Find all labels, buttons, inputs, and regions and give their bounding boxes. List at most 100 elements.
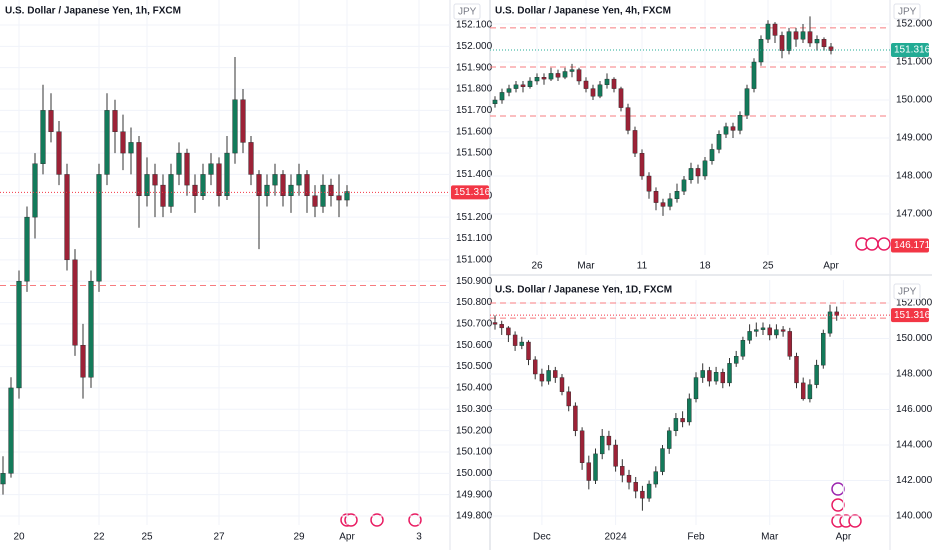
candle-body xyxy=(814,39,820,44)
candle-body xyxy=(0,473,6,485)
candle-body xyxy=(48,110,54,132)
currency-box xyxy=(453,3,481,20)
candle-body xyxy=(280,174,286,196)
candle-body xyxy=(104,110,110,175)
candle-body xyxy=(680,418,685,423)
candle-body xyxy=(646,175,652,192)
y-tick-label: 152.000 xyxy=(456,41,493,52)
y-tick-label: 151.000 xyxy=(456,254,493,265)
candle-body xyxy=(492,322,498,325)
y-tick-label: 150.000 xyxy=(456,468,493,479)
candle-body xyxy=(248,142,254,175)
candle-body xyxy=(240,99,246,143)
candle-body xyxy=(559,377,565,392)
candle-body xyxy=(553,370,558,378)
candle-body xyxy=(653,471,659,485)
candle-body xyxy=(576,69,582,82)
y-tick-label: 150.100 xyxy=(456,447,493,458)
y-tick-label: 149.800 xyxy=(456,511,493,522)
candle-body xyxy=(723,126,729,135)
candle-body xyxy=(593,453,598,481)
candle-body xyxy=(534,77,540,82)
candle-body xyxy=(693,377,699,400)
candle-body xyxy=(613,444,618,467)
candle-body xyxy=(136,142,142,196)
candle-body xyxy=(807,384,813,400)
candle-body xyxy=(539,373,545,382)
candle-body xyxy=(774,329,779,336)
candle-body xyxy=(264,184,270,196)
candle-body xyxy=(786,31,792,51)
candle-body xyxy=(772,23,778,36)
candle-body xyxy=(625,107,631,131)
x-tick-label: 3 xyxy=(416,532,422,543)
x-tick-label: Apr xyxy=(823,261,839,272)
y-tick-label: 142.000 xyxy=(896,475,932,486)
y-tick-label: 148.000 xyxy=(896,171,932,182)
candle-body xyxy=(754,329,759,332)
candle-body xyxy=(733,356,739,364)
candle-body xyxy=(737,115,743,131)
candle-body xyxy=(740,340,746,357)
plot: 152.100 152.000 151.900 151.800 151.700 151.6… xyxy=(0,0,493,543)
candle-body xyxy=(344,191,350,201)
candle-body xyxy=(112,110,118,132)
candle-body xyxy=(674,191,680,200)
candle-body xyxy=(713,372,719,382)
candle-body xyxy=(176,152,182,175)
y-tick-label: 140.000 xyxy=(896,511,932,522)
y-tick-label: 150.900 xyxy=(456,276,493,287)
currency-label: JPY xyxy=(458,7,477,18)
y-tick-label: 146.000 xyxy=(896,404,932,415)
candle-body xyxy=(144,174,150,196)
candle-body xyxy=(569,69,575,72)
candle-body xyxy=(232,99,238,154)
x-tick-label: 27 xyxy=(213,532,225,543)
price-label: 151.316 xyxy=(894,45,931,56)
candle-body xyxy=(709,149,715,162)
candle-body xyxy=(8,387,14,474)
event-icons xyxy=(340,237,891,528)
candle-body xyxy=(32,163,38,218)
candle-body xyxy=(834,311,839,316)
candle-body xyxy=(152,174,158,186)
x-tick-label: 2024 xyxy=(604,532,627,543)
candle-body xyxy=(599,435,605,455)
candle-body xyxy=(64,174,70,261)
candle-body xyxy=(821,332,826,366)
price-label-box xyxy=(891,43,929,58)
x-tick-label: 20 xyxy=(13,532,25,543)
candle-body xyxy=(184,152,190,186)
x-tick-label: 18 xyxy=(699,261,711,272)
y-tick-label: 150.700 xyxy=(456,319,493,330)
y-tick-label: 148.000 xyxy=(896,369,932,380)
candle-body xyxy=(72,259,78,346)
candle-body xyxy=(583,80,589,89)
x-tick-label: 11 xyxy=(637,261,648,272)
candle-body xyxy=(681,179,687,192)
y-tick-label: 151.100 xyxy=(456,233,493,244)
currency-box xyxy=(893,283,921,300)
candle-body xyxy=(666,430,672,449)
candle-body xyxy=(793,31,799,40)
y-tick-label: 144.000 xyxy=(896,440,932,451)
y-tick-label: 150.500 xyxy=(456,361,493,372)
candle-body xyxy=(304,174,310,196)
candle-body xyxy=(814,364,819,385)
y-tick-label: 150.300 xyxy=(456,404,493,415)
candle-body xyxy=(800,382,806,400)
candle-body xyxy=(626,474,632,483)
candle-body xyxy=(128,142,134,154)
candle-body xyxy=(744,88,750,116)
candle-body xyxy=(548,73,554,80)
y-tick-label: 150.800 xyxy=(456,297,493,308)
candle-body xyxy=(586,462,592,481)
candle-body xyxy=(779,35,785,51)
x-tick-label: Apr xyxy=(836,532,852,543)
candle-body xyxy=(765,23,771,40)
candle-body xyxy=(56,131,62,175)
candle-body xyxy=(688,168,694,181)
candle-body xyxy=(24,216,30,282)
candle-body xyxy=(546,370,551,382)
